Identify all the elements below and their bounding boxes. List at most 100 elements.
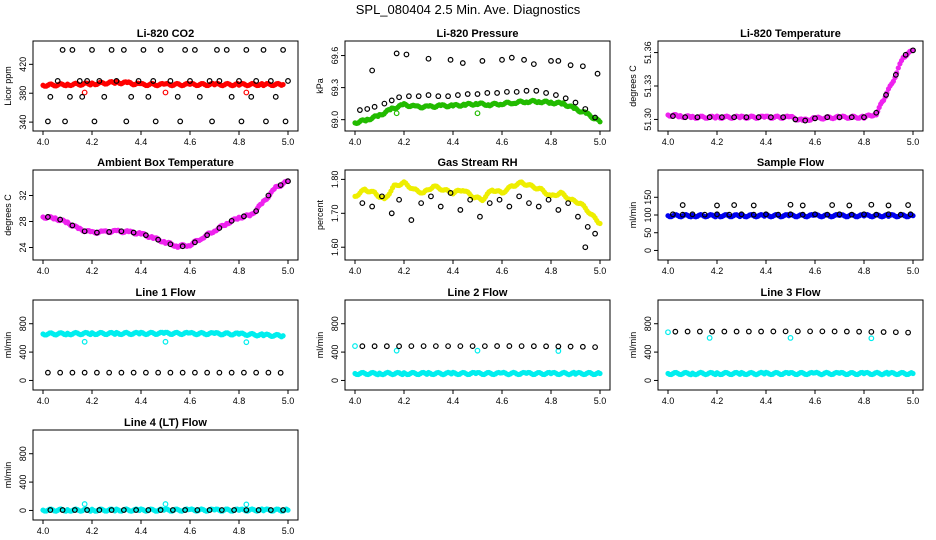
x-tick-label: 4.6	[809, 266, 822, 276]
data-point	[474, 91, 481, 97]
data-point	[572, 99, 579, 106]
data-point	[108, 46, 115, 53]
data-point	[393, 110, 400, 117]
data-point	[670, 211, 676, 218]
data-point	[406, 93, 412, 100]
data-point	[81, 89, 88, 96]
series-1	[665, 369, 916, 378]
data-point	[457, 343, 464, 350]
data-point	[696, 328, 703, 335]
data-point	[812, 115, 818, 122]
data-point	[118, 228, 125, 235]
data-point	[868, 335, 875, 342]
data-point	[592, 114, 598, 121]
data-point	[371, 103, 378, 110]
data-point	[567, 343, 574, 350]
data-point	[179, 243, 186, 250]
data-point	[218, 507, 225, 513]
y-tick-label: 69.0	[330, 111, 340, 129]
data-point	[280, 507, 287, 513]
data-point	[499, 56, 505, 63]
data-point	[179, 369, 186, 376]
y-tick-label: 380	[18, 86, 28, 101]
data-point	[579, 63, 586, 70]
data-point	[597, 370, 603, 377]
y-tick-label: 800	[18, 316, 28, 331]
data-point	[369, 67, 376, 74]
data-point	[726, 211, 733, 218]
data-point	[57, 216, 64, 223]
data-point	[824, 114, 831, 121]
data-point	[243, 89, 250, 96]
data-point	[204, 232, 211, 239]
data-point	[447, 190, 454, 196]
data-point	[553, 92, 559, 98]
data-point	[496, 196, 503, 203]
data-point	[145, 93, 152, 100]
y-tick-label: 0	[643, 378, 653, 383]
data-point	[403, 51, 410, 58]
data-point	[45, 369, 51, 376]
data-point	[177, 118, 184, 125]
panel-title: Line 2 Flow	[448, 287, 508, 299]
data-point	[694, 114, 701, 121]
data-point	[714, 211, 720, 218]
data-point	[214, 46, 220, 53]
series-2	[81, 338, 250, 346]
data-point	[701, 211, 708, 218]
panels: Li-820 CO2 4.0 4.2 4.4 4.6 4.8 5.0 340 380 420 Lic…	[3, 28, 924, 536]
panel-title: Li-820 Pressure	[437, 28, 519, 40]
y-tick-label: 51.33	[643, 75, 653, 98]
plot-frame	[344, 169, 611, 261]
data-point	[477, 213, 483, 220]
data-point	[506, 343, 513, 349]
data-point	[592, 344, 598, 351]
data-point	[479, 57, 486, 64]
panel-title: Line 4 (LT) Flow	[124, 417, 207, 429]
y-tick-label: 400	[18, 345, 28, 360]
series-1	[40, 506, 291, 514]
data-point	[396, 196, 403, 203]
data-point	[120, 46, 127, 53]
data-point	[768, 114, 774, 121]
series-2	[81, 89, 250, 96]
data-point	[263, 118, 269, 125]
series-3	[45, 46, 291, 125]
data-point	[69, 369, 76, 376]
y-tick-label: 0	[643, 248, 653, 253]
data-point	[819, 328, 826, 335]
x-tick-label: 4.0	[349, 396, 362, 406]
data-point	[45, 214, 51, 220]
data-point	[555, 348, 562, 354]
data-point	[892, 329, 899, 336]
data-point	[763, 211, 769, 218]
data-point	[533, 87, 540, 94]
data-point	[567, 62, 574, 69]
data-point	[243, 501, 250, 508]
data-point	[530, 61, 537, 67]
data-point	[787, 201, 794, 208]
data-point	[516, 193, 523, 200]
x-tick-label: 5.0	[594, 266, 607, 276]
data-point	[706, 335, 713, 341]
x-tick-label: 4.4	[135, 526, 148, 536]
data-point	[873, 211, 880, 218]
x-tick-label: 4.0	[662, 396, 675, 406]
x-tick-label: 4.2	[711, 396, 724, 406]
data-point	[530, 343, 537, 350]
x-tick-label: 4.0	[37, 266, 50, 276]
data-point	[191, 239, 198, 246]
data-point	[494, 343, 501, 349]
data-point	[883, 92, 889, 98]
data-point	[733, 328, 740, 335]
data-point	[253, 369, 260, 376]
data-point	[108, 507, 115, 513]
y-tick-label: 28	[18, 216, 28, 226]
data-point	[905, 202, 911, 208]
data-point	[794, 328, 801, 335]
x-tick-label: 4.0	[349, 266, 362, 276]
data-point	[206, 507, 213, 513]
y-tick-label: 0	[18, 378, 28, 383]
data-point	[504, 88, 510, 95]
